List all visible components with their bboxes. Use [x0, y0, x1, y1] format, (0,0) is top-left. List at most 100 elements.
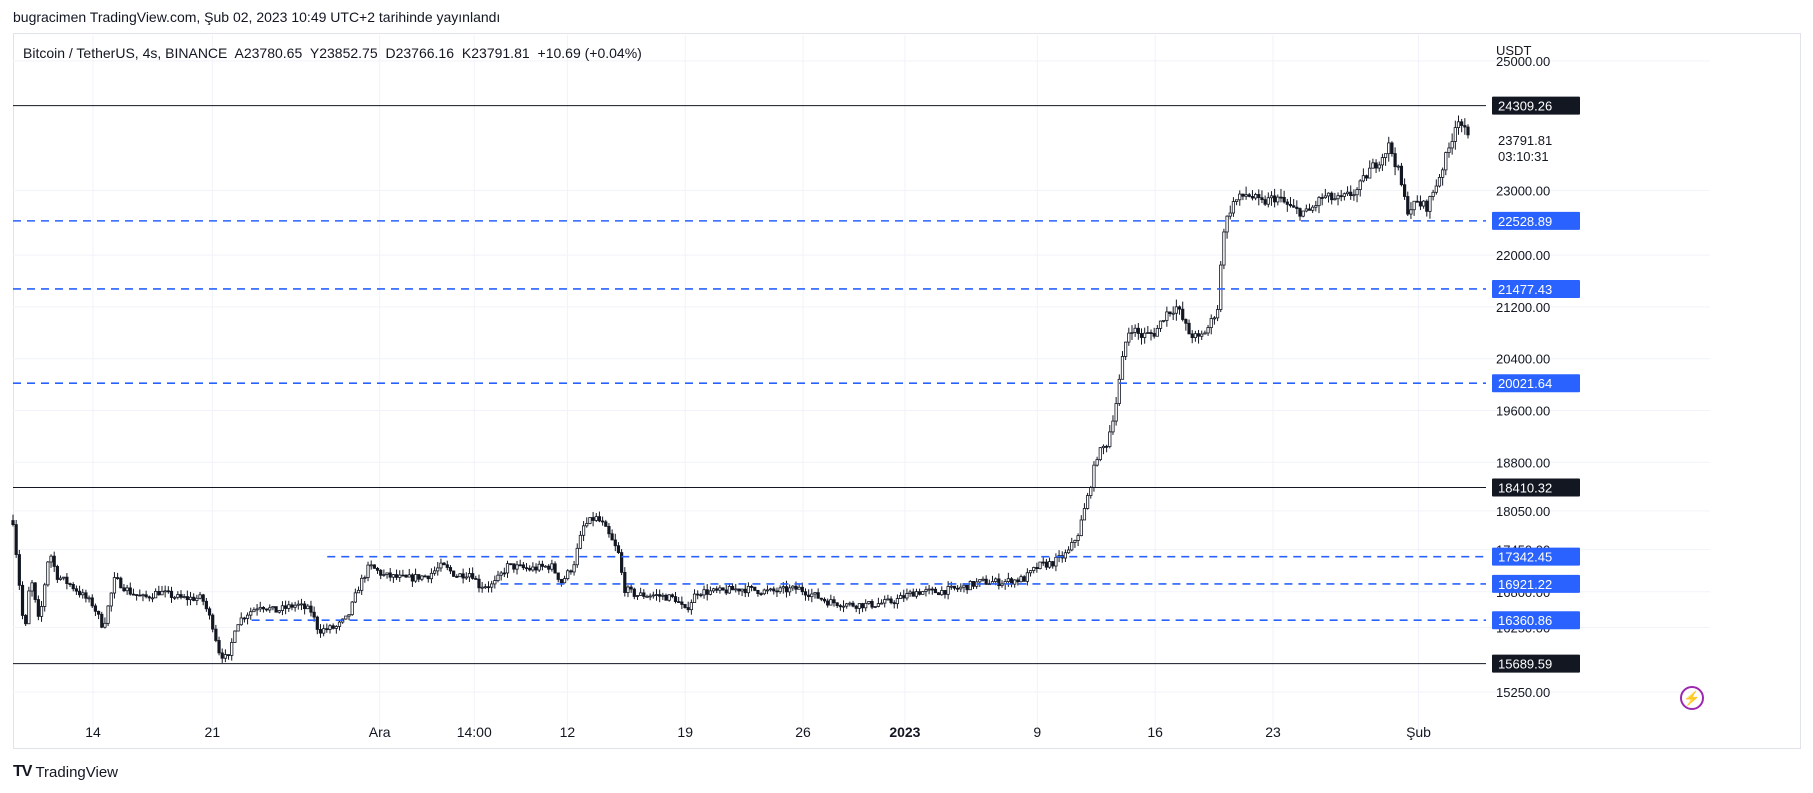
candle — [940, 586, 944, 596]
candle-body — [1422, 200, 1426, 207]
x-tick-label: 21 — [205, 724, 221, 740]
candle — [1425, 199, 1429, 217]
candle — [1437, 174, 1442, 188]
candle-body — [1314, 205, 1318, 208]
candle — [483, 583, 487, 590]
candles — [11, 115, 1470, 663]
candle — [233, 630, 237, 643]
candle — [626, 585, 630, 598]
candle-body — [471, 573, 475, 579]
candle-body — [981, 578, 985, 581]
candle — [223, 649, 227, 663]
candle — [575, 543, 579, 568]
candle-body — [889, 598, 893, 604]
legend-symbol[interactable]: Bitcoin / TetherUS, 4s, BINANCE — [23, 45, 228, 61]
candle — [518, 559, 522, 567]
candle — [442, 562, 446, 566]
candle — [683, 604, 687, 609]
candle-body — [198, 594, 202, 599]
candle — [898, 592, 903, 599]
candle-body — [20, 584, 25, 616]
candle-body — [173, 596, 177, 599]
candle-body — [122, 587, 126, 592]
candle-body — [299, 603, 304, 606]
candle — [24, 614, 28, 626]
candle-body — [192, 596, 196, 601]
candle — [14, 519, 18, 558]
candle-body — [502, 572, 506, 575]
candle-body — [547, 565, 551, 570]
footer-branding[interactable]: TV TradingView — [13, 763, 118, 781]
candle — [214, 624, 218, 643]
candle — [838, 603, 842, 611]
candle — [471, 567, 475, 580]
candle — [696, 590, 700, 600]
candle-body — [594, 516, 598, 521]
candle-body — [1447, 147, 1451, 153]
candle-body — [1371, 162, 1375, 169]
candle — [116, 572, 120, 580]
candle — [753, 586, 757, 592]
candle — [1212, 316, 1217, 325]
candle — [1364, 174, 1369, 182]
candle — [984, 575, 988, 585]
candle-body — [553, 563, 557, 574]
candle — [997, 573, 1001, 590]
legend-low: D23766.16 — [385, 45, 455, 61]
candle-body — [616, 545, 621, 553]
candle — [1383, 153, 1388, 166]
candle-body — [68, 583, 72, 586]
candle — [1345, 186, 1350, 197]
candle-body — [876, 603, 880, 607]
candle — [1444, 151, 1448, 176]
candle-body — [442, 562, 446, 566]
candle-body — [195, 597, 199, 601]
candle — [353, 588, 357, 604]
candle — [585, 517, 589, 528]
candle — [144, 590, 148, 599]
candle-body — [927, 588, 931, 591]
candle — [1285, 198, 1289, 212]
candle-body — [420, 575, 424, 580]
candle-body — [347, 614, 351, 617]
candle-body — [249, 611, 253, 616]
candle — [1339, 189, 1343, 202]
candle — [1349, 185, 1353, 200]
candle — [429, 568, 434, 584]
candle-body — [902, 595, 906, 599]
support-price-tag-text: 20021.64 — [1498, 376, 1552, 391]
candle-body — [1095, 459, 1099, 466]
footer-brand: TradingView — [35, 763, 118, 781]
candle — [499, 570, 503, 581]
candle — [946, 581, 950, 600]
candle — [271, 606, 275, 611]
candle-body — [870, 600, 874, 608]
candle — [895, 594, 900, 609]
candle — [762, 588, 766, 596]
candle — [477, 574, 481, 593]
candle — [201, 593, 205, 606]
candle — [207, 606, 212, 620]
candle-body — [1190, 333, 1194, 339]
lightning-icon[interactable]: ⚡ — [1680, 686, 1704, 710]
candle-body — [591, 517, 595, 521]
candle-body — [892, 602, 896, 605]
candle-body — [895, 598, 900, 605]
candle-body — [1117, 378, 1121, 404]
x-tick-label: 23 — [1265, 724, 1281, 740]
candle-body — [138, 594, 142, 597]
candle-body — [1254, 194, 1258, 199]
candle — [100, 611, 104, 629]
candle — [157, 585, 161, 596]
candle-body — [1212, 317, 1217, 320]
candle — [1266, 192, 1270, 208]
candle-body — [55, 566, 59, 580]
candle-body — [867, 600, 871, 604]
candle — [1320, 193, 1324, 206]
candle-body — [1209, 318, 1213, 328]
candle-body — [1412, 200, 1416, 211]
candle — [1082, 503, 1087, 521]
candle — [689, 599, 693, 615]
candle-body — [746, 586, 751, 594]
